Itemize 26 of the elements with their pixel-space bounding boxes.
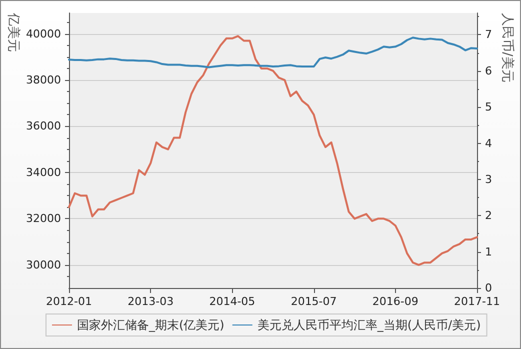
y2-tick-label: 1 xyxy=(485,245,492,258)
y-tick-label: 40000 xyxy=(26,27,61,40)
legend-label: 国家外汇储备_期末(亿美元) xyxy=(77,318,224,332)
y2-tick-label: 6 xyxy=(485,64,492,78)
y-axis-title: 亿美元 xyxy=(6,12,22,52)
y-tick-label: 30000 xyxy=(26,258,61,272)
line-series xyxy=(68,35,478,266)
x-tick-label: 2015-07 xyxy=(290,295,337,308)
x-tick-label: 2013-03 xyxy=(128,295,174,308)
x-tick-label: 2014-05 xyxy=(209,295,256,308)
y2-tick-label: 7 xyxy=(485,28,492,42)
y2-tick-label: 5 xyxy=(485,100,492,114)
x-tick-label: 2012-01 xyxy=(46,295,92,308)
y-tick-label: 32000 xyxy=(26,212,61,226)
y2-tick-label: 2 xyxy=(485,209,492,222)
y-tick-label: 38000 xyxy=(26,74,61,87)
y2-tick-label: 4 xyxy=(485,136,492,150)
y2-tick-label: 3 xyxy=(485,172,492,186)
x-tick-label: 2017-11 xyxy=(454,295,500,308)
y2-axis-title: 人民币/美元 xyxy=(500,13,516,82)
y2-tick-label: 0 xyxy=(485,282,492,294)
line-series xyxy=(68,36,478,68)
y-tick-label: 34000 xyxy=(26,166,61,179)
legend-label: 美元兑人民币平均汇率_当期(人民币/美元) xyxy=(257,318,481,332)
x-tick-label: 2016-09 xyxy=(372,295,418,308)
y-tick-label: 36000 xyxy=(26,120,61,133)
